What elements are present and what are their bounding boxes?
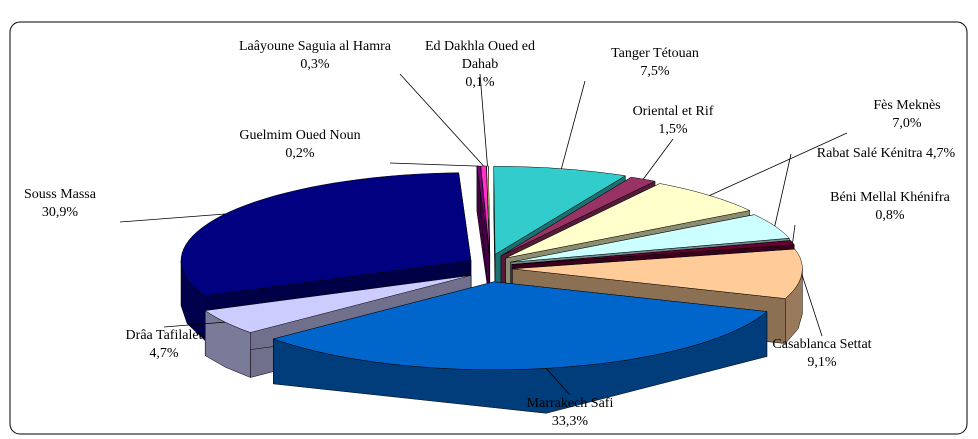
leader-line [399, 73, 484, 167]
value-label: 0,3% [300, 57, 330, 72]
data-label: Casablanca Settat 9,1% [742, 336, 902, 372]
data-label: Drâa Tafilalet 4,7% [94, 327, 234, 363]
data-label: Tanger Tétouan 7,5% [585, 45, 725, 81]
leader-line [561, 80, 586, 169]
data-label: Béni Mellal Khénifra 0,8% [795, 189, 978, 225]
category-label: Ed Dakhla Oued ed Dahab [424, 39, 536, 72]
value-label: 33,3% [551, 414, 589, 429]
leader-line [801, 273, 823, 337]
category-label: Rabat Salé Kénitra [816, 146, 923, 161]
category-label: Marrakech Safi [526, 396, 614, 411]
slice [180, 172, 472, 297]
category-label: Souss Massa [24, 187, 96, 202]
leader-line [479, 73, 488, 167]
data-label: Fès Meknès 7,0% [847, 97, 967, 133]
data-label: Laâyoune Saguia al Hamra 0,3% [230, 38, 400, 74]
value-label: 7,5% [640, 64, 670, 79]
leader-line [163, 321, 226, 328]
data-label: Oriental et Rif 1,5% [608, 103, 738, 139]
leader-line [709, 132, 848, 196]
leader-line [545, 368, 571, 396]
data-label: Guelmim Oued Noun 0,2% [210, 127, 390, 163]
slice [505, 183, 751, 259]
category-label: Casablanca Settat [772, 337, 872, 352]
category-label: Drâa Tafilalet [125, 328, 203, 343]
data-label: Souss Massa 30,9% [0, 186, 120, 222]
category-label: Béni Mellal Khénifra [830, 190, 950, 205]
value-label: 0,2% [285, 146, 315, 161]
data-label: Ed Dakhla Oued ed Dahab 0,1% [415, 38, 545, 92]
value-label: 7,0% [892, 116, 922, 131]
value-label: 4,7% [149, 346, 179, 361]
value-label: 30,9% [41, 205, 79, 220]
category-label: Laâyoune Saguia al Hamra [239, 39, 391, 54]
category-label: Guelmim Oued Noun [239, 128, 361, 143]
category-label: Oriental et Rif [632, 104, 714, 119]
value-label: 4,7% [926, 146, 956, 161]
category-label: Fès Meknès [873, 98, 941, 113]
value-label: 0,8% [875, 208, 905, 223]
category-label: Tanger Tétouan [611, 46, 699, 61]
value-label: 1,5% [658, 122, 688, 137]
leader-line [389, 162, 479, 167]
leaders [119, 73, 848, 396]
data-label: Rabat Salé Kénitra 4,7% [791, 145, 978, 163]
value-label: 0,1% [465, 75, 495, 90]
leader-line [642, 138, 674, 180]
leader-line [774, 153, 792, 227]
leader-line [792, 224, 796, 243]
pie [180, 165, 803, 414]
leader-line [119, 213, 226, 223]
data-label: Marrakech Safi 33,3% [490, 395, 650, 431]
value-label: 9,1% [807, 355, 837, 370]
